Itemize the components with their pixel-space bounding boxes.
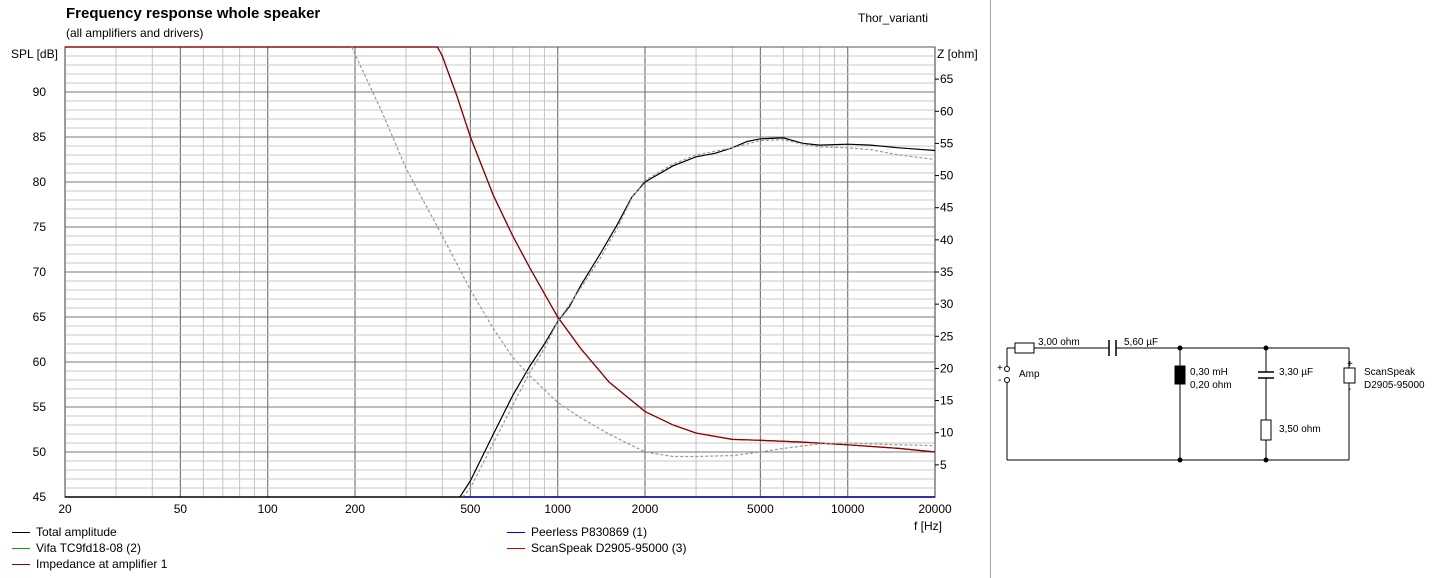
legend-swatch xyxy=(507,548,525,550)
amp-plus-sign: + xyxy=(997,363,1003,374)
y-tick-label-left: 45 xyxy=(33,490,47,504)
project-name: Thor_varianti xyxy=(858,11,929,25)
y-tick-label-left: 75 xyxy=(33,220,47,234)
y-tick-label-left: 55 xyxy=(33,400,47,414)
series-resistor-label: 3,00 ohm xyxy=(1038,337,1080,348)
shunt-capacitor-label: 3,30 µF xyxy=(1279,367,1313,378)
x-tick-label: 10000 xyxy=(831,502,865,516)
legend-swatch xyxy=(507,532,525,534)
series-line-total-amplitude-reference xyxy=(462,139,936,498)
legend-entry-scanspeak[interactable]: ScanSpeak D2905-95000 (3) xyxy=(507,541,686,556)
y-tick-label-left: 90 xyxy=(33,85,47,99)
series-resistor-symbol[interactable] xyxy=(1014,342,1035,354)
shunt-resistor-symbol[interactable] xyxy=(1260,419,1272,441)
shunt-capacitor-symbol[interactable] xyxy=(1258,371,1274,379)
y-tick-label-right: 5 xyxy=(940,458,947,472)
legend-entry-vifa[interactable]: Vifa TC9fd18-08 (2) xyxy=(12,541,141,556)
legend-entry-impedance[interactable]: Impedance at amplifier 1 xyxy=(12,557,167,572)
schematic-panel: + - Amp 3,00 ohm 5,60 µF 0,30 mH 0,20 oh… xyxy=(991,0,1441,578)
driver-minus-sign: - xyxy=(1348,384,1351,395)
shunt-resistor-label: 3,50 ohm xyxy=(1279,424,1321,435)
y-axis-right-label: Z [ohm] xyxy=(937,47,978,61)
driver-symbol[interactable] xyxy=(1343,367,1356,384)
series-line-total-amplitude xyxy=(459,137,936,498)
legend-label: Total amplitude xyxy=(36,525,117,539)
legend-entry-peerless[interactable]: Peerless P830869 (1) xyxy=(507,525,647,540)
tick-labels: 45 50 55 60 65 70 75 80 85 90 5 10 15 20 25 30 35 40 45 50 5… xyxy=(33,72,954,516)
x-tick-label: 5000 xyxy=(747,502,774,516)
series-lines xyxy=(65,46,936,498)
shunt-inductor-label: 0,30 mH xyxy=(1190,367,1228,378)
junction-dots xyxy=(1177,345,1269,463)
y-tick-label-left: 80 xyxy=(33,175,47,189)
y-tick-label-right: 35 xyxy=(940,265,954,279)
y-tick-label-right: 60 xyxy=(940,104,954,118)
legend-label: ScanSpeak D2905-95000 (3) xyxy=(531,541,687,555)
driver-model-label: D2905-95000 xyxy=(1364,380,1425,391)
legend-swatch xyxy=(12,548,30,550)
panel-divider[interactable] xyxy=(990,0,991,578)
amp-label: Amp xyxy=(1019,369,1040,380)
legend-entry-total-amplitude[interactable]: Total amplitude xyxy=(12,525,117,540)
x-tick-label: 200 xyxy=(345,502,365,516)
legend-label: Vifa TC9fd18-08 (2) xyxy=(36,541,141,555)
driver-plus-sign: + xyxy=(1347,359,1353,370)
chart-title: Frequency response whole speaker xyxy=(66,5,321,22)
series-capacitor-label: 5,60 µF xyxy=(1124,337,1158,348)
y-tick-label-right: 55 xyxy=(940,136,954,150)
y-tick-label-right: 30 xyxy=(940,297,954,311)
x-tick-label: 20 xyxy=(58,502,72,516)
y-tick-label-right: 10 xyxy=(940,426,954,440)
driver-label: ScanSpeak xyxy=(1364,367,1416,378)
y-tick-label-left: 85 xyxy=(33,130,47,144)
schematic-wires xyxy=(1006,347,1350,461)
series-line-response-reference-dashed xyxy=(351,46,936,458)
series-line-scanspeak-d2905-95000-3 xyxy=(65,46,936,453)
chart-panel: 45 50 55 60 65 70 75 80 85 90 5 10 15 20 25 30 35 40 45 50 5… xyxy=(0,0,990,578)
amp-minus-terminal[interactable] xyxy=(1004,377,1010,383)
series-line-impedance-at-amplifier-1 xyxy=(65,46,936,453)
y-tick-label-right: 45 xyxy=(940,201,954,215)
y-tick-label-right: 50 xyxy=(940,169,954,183)
amp-plus-terminal[interactable] xyxy=(1004,366,1010,372)
y-tick-label-right: 25 xyxy=(940,329,954,343)
chart-subtitle: (all amplifiers and drivers) xyxy=(66,26,204,40)
x-axis-label: f [Hz] xyxy=(914,519,943,533)
y-axis-left-label: SPL [dB] xyxy=(11,47,58,61)
x-tick-label: 500 xyxy=(460,502,480,516)
x-tick-label: 20000 xyxy=(918,502,952,516)
y-tick-label-left: 60 xyxy=(33,355,47,369)
y-tick-label-right: 40 xyxy=(940,233,954,247)
x-tick-label: 2000 xyxy=(632,502,659,516)
shunt-inductor-symbol[interactable] xyxy=(1174,365,1186,385)
y-tick-label-left: 70 xyxy=(33,265,47,279)
x-tick-label: 50 xyxy=(174,502,188,516)
legend-label: Impedance at amplifier 1 xyxy=(36,557,168,571)
amp-minus-sign: - xyxy=(998,375,1001,386)
grid xyxy=(64,46,936,498)
legend-swatch xyxy=(12,564,30,566)
y-tick-label-right: 15 xyxy=(940,394,954,408)
legend-swatch xyxy=(12,532,30,534)
frequency-response-chart[interactable]: 45 50 55 60 65 70 75 80 85 90 5 10 15 20 25 30 35 40 45 50 5… xyxy=(0,0,990,578)
shunt-inductor-label2: 0,20 ohm xyxy=(1190,380,1232,391)
y-tick-label-left: 50 xyxy=(33,445,47,459)
y-tick-label-left: 65 xyxy=(33,310,47,324)
series-capacitor-symbol[interactable] xyxy=(1108,340,1117,356)
x-tick-label: 1000 xyxy=(544,502,571,516)
x-tick-label: 100 xyxy=(258,502,278,516)
y-tick-label-right: 20 xyxy=(940,361,954,375)
y-tick-label-right: 65 xyxy=(940,72,954,86)
crossover-schematic[interactable]: + - Amp 3,00 ohm 5,60 µF 0,30 mH 0,20 oh… xyxy=(991,0,1441,578)
legend-label: Peerless P830869 (1) xyxy=(531,525,648,539)
